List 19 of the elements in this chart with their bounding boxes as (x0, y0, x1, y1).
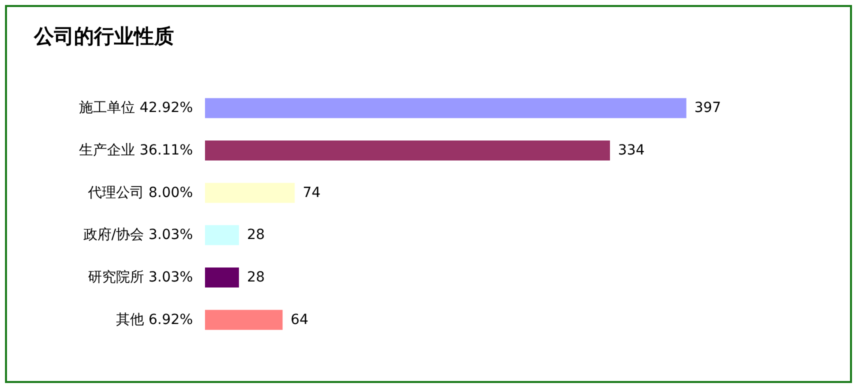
bar (205, 310, 283, 330)
y-tick-label: 生产企业 36.11% (79, 142, 193, 158)
chart-title: 公司的行业性质 (33, 24, 174, 48)
bar (205, 182, 295, 203)
data-label: 64 (290, 312, 309, 328)
bar (205, 268, 239, 288)
y-tick-label: 代理公司 8.00% (87, 184, 193, 201)
data-label: 397 (694, 100, 722, 116)
bar (205, 225, 239, 246)
y-tick-label: 研究院所 3.03% (88, 270, 193, 286)
data-label: 334 (618, 142, 645, 158)
y-tick-label: 政府/协会 3.03% (83, 227, 193, 244)
y-tick-label: 施工单位 42.92% (79, 100, 193, 116)
y-tick-label: 其他 6.92% (116, 312, 193, 328)
data-label: 28 (246, 270, 265, 286)
bar (205, 98, 686, 118)
bar (205, 140, 610, 160)
data-label: 74 (302, 184, 321, 201)
data-label: 28 (246, 227, 265, 244)
